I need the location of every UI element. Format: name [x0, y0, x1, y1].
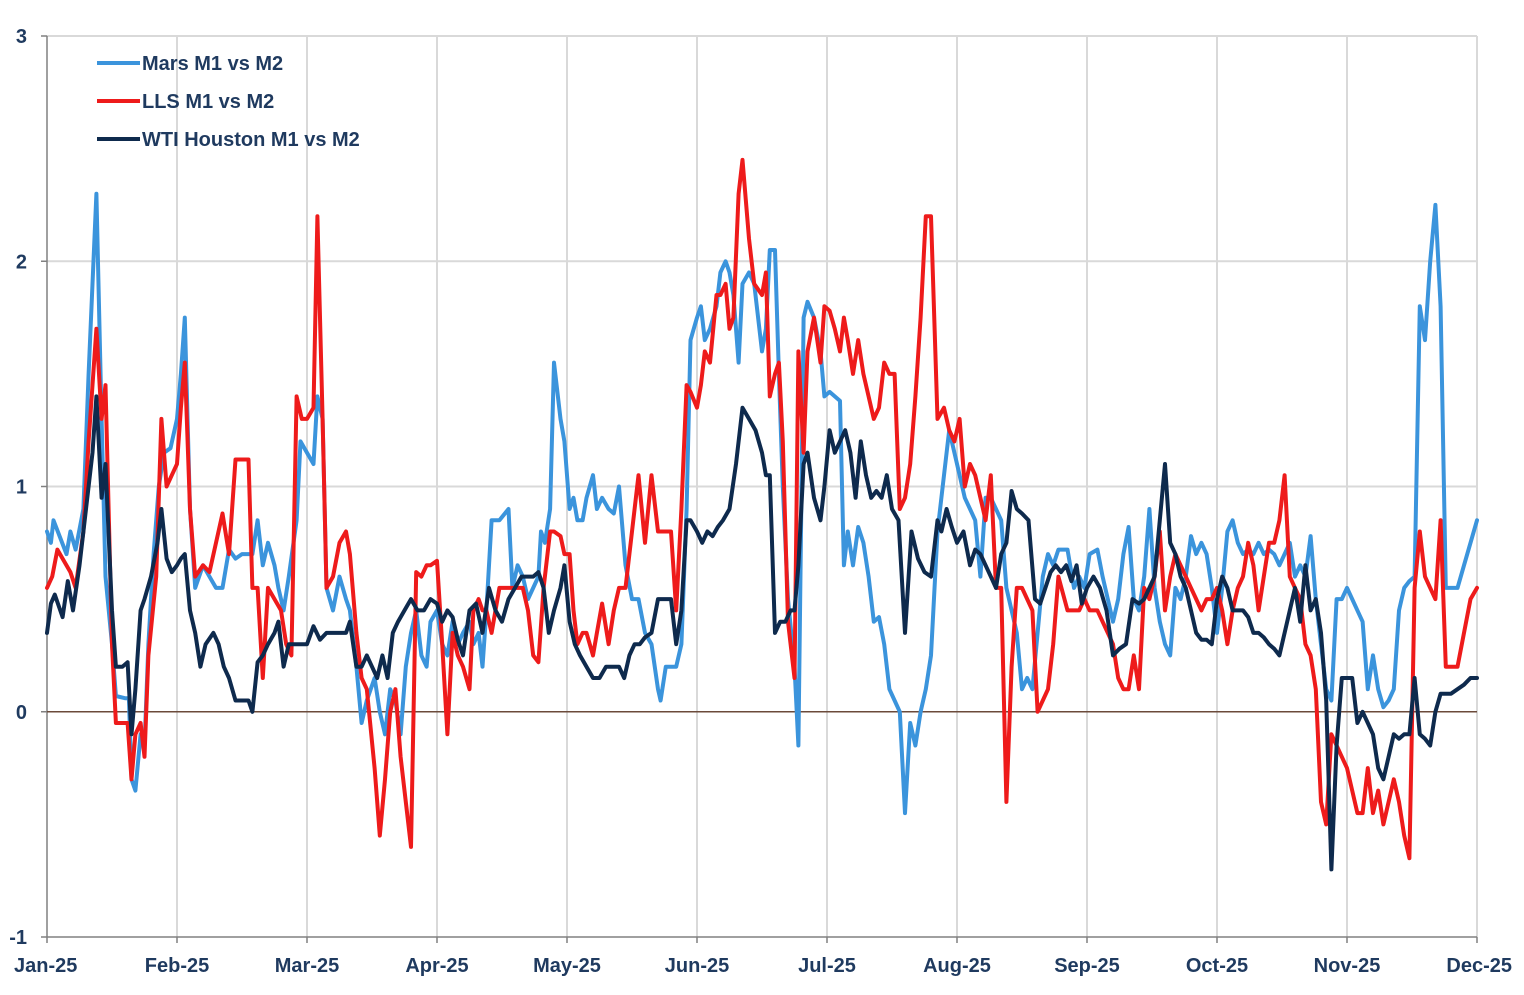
- x-tick-label: Feb-25: [145, 955, 209, 977]
- grid-lines: [47, 35, 1478, 937]
- x-tick-label: Sep-25: [1054, 955, 1120, 977]
- y-tick-label: 1: [16, 477, 27, 499]
- data-series: [45, 157, 1479, 872]
- x-tick-label: Jan-25: [14, 955, 77, 977]
- x-tick-label: Aug-25: [923, 955, 991, 977]
- x-tick-label: Jun-25: [665, 955, 729, 977]
- x-tick-label: Jul-25: [798, 955, 856, 977]
- x-tick-label: Oct-25: [1186, 955, 1248, 977]
- y-tick-label: 0: [16, 702, 27, 724]
- series-line-3: [45, 394, 1479, 872]
- x-tick-label: Apr-25: [405, 955, 468, 977]
- x-tick-label: Dec-25: [1446, 955, 1512, 977]
- x-tick-label: May-25: [533, 955, 601, 977]
- legend-label: LLS M1 vs M2: [142, 91, 274, 113]
- axes: [41, 35, 1478, 943]
- legend-label: WTI Houston M1 vs M2: [142, 129, 360, 151]
- y-tick-label: -1: [9, 927, 27, 949]
- y-tick-label: 2: [16, 251, 27, 273]
- tick-labels: -1 0 1 2 3 Jan-25 Feb-25 Mar-25 Apr-25 May-25 Jun-…: [9, 26, 1512, 977]
- x-tick-label: Mar-25: [275, 955, 339, 977]
- x-tick-label: Nov-25: [1314, 955, 1381, 977]
- legend-label: Mars M1 vs M2: [142, 53, 283, 75]
- y-tick-label: 3: [16, 26, 27, 48]
- series-line-2: [45, 157, 1479, 861]
- legend: Mars M1 vs M2 LLS M1 vs M2 WTI Houston M1 …: [97, 53, 360, 151]
